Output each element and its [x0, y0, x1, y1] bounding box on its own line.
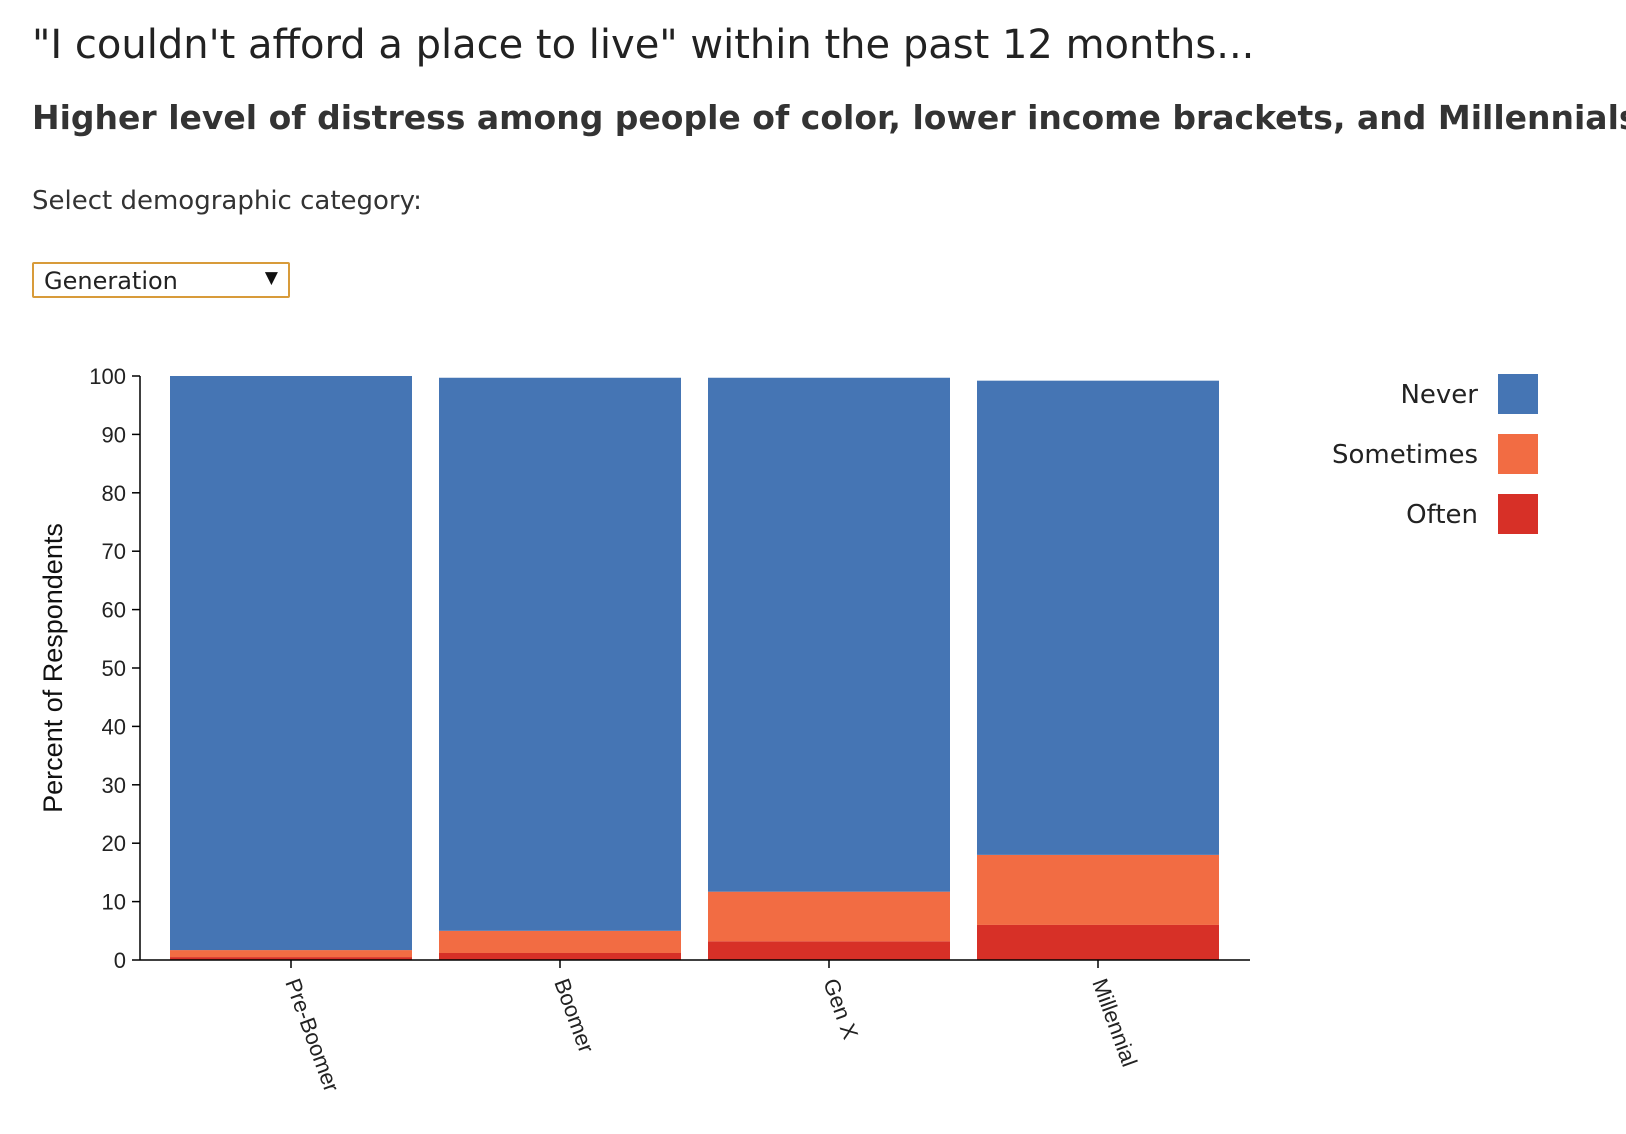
y-tick-label: 20	[102, 831, 126, 856]
x-tick-label: Boomer	[549, 975, 599, 1056]
legend-swatch-sometimes	[1498, 434, 1538, 474]
legend-label-often: Often	[1406, 500, 1478, 530]
x-axis: Pre-Boomer Boomer Gen X Millennial	[140, 959, 1250, 1095]
bar-often-pre-boomer	[170, 957, 412, 960]
bar-often-boomer	[439, 952, 681, 960]
chevron-down-icon: ▼	[264, 268, 278, 288]
y-tick-label: 0	[114, 948, 126, 973]
x-tick-label: Pre-Boomer	[280, 975, 344, 1095]
y-tick-label: 60	[102, 598, 126, 623]
bar-never-millennial	[977, 380, 1219, 855]
bar-often-millennial	[977, 924, 1219, 960]
legend-label-sometimes: Sometimes	[1332, 440, 1478, 470]
bar-never-pre-boomer	[170, 376, 412, 951]
y-tick-label: 90	[102, 422, 126, 447]
demographic-category-select[interactable]: Generation ▼	[32, 262, 290, 298]
bar-often-gen-x	[708, 941, 950, 960]
y-axis-title: Percent of Respondents	[38, 523, 68, 813]
y-tick-label: 50	[102, 656, 126, 681]
y-tick-label: 40	[102, 714, 126, 739]
y-tick-label: 10	[102, 890, 126, 915]
bar-sometimes-boomer	[439, 930, 681, 953]
bar-sometimes-pre-boomer	[170, 950, 412, 958]
y-tick-label: 80	[102, 481, 126, 506]
select-current-value: Generation	[44, 267, 178, 295]
bar-never-boomer	[439, 377, 681, 931]
bar-sometimes-millennial	[977, 854, 1219, 925]
bar-never-gen-x	[708, 377, 950, 892]
chart-subtitle: Higher level of distress among people of…	[32, 98, 1626, 137]
select-label: Select demographic category:	[32, 186, 422, 216]
legend: Never Sometimes Often	[1332, 374, 1538, 534]
legend-swatch-never	[1498, 374, 1538, 414]
x-tick-label: Millennial	[1087, 975, 1142, 1070]
bar-sometimes-gen-x	[708, 891, 950, 942]
chart-title: "I couldn't afford a place to live" with…	[32, 22, 1255, 68]
legend-label-never: Never	[1400, 380, 1478, 410]
y-tick-label: 100	[89, 364, 126, 389]
y-axis: 0 10 20 30 40 50 60 70 80 90 100	[89, 364, 141, 973]
legend-swatch-often	[1498, 494, 1538, 534]
x-tick-label: Gen X	[818, 975, 863, 1042]
bars-group	[170, 376, 1219, 960]
y-tick-label: 30	[102, 773, 126, 798]
y-tick-label: 70	[102, 539, 126, 564]
